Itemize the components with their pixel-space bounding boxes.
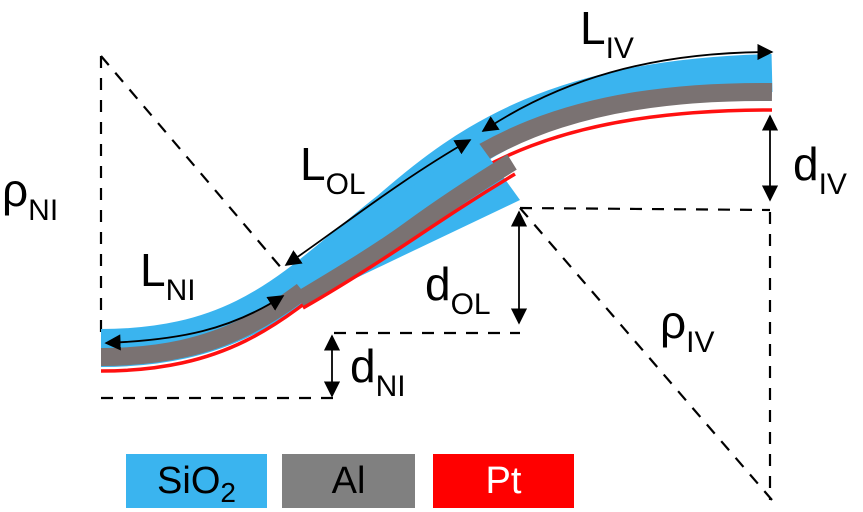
legend-pt: Pt	[433, 454, 574, 508]
legend-al: Al	[282, 454, 415, 508]
l-ni-label: LNI	[140, 244, 196, 307]
l-ol-label: LOL	[300, 138, 366, 201]
l-iv-label: LIV	[580, 2, 634, 65]
dimension-arrows	[104, 43, 779, 398]
legend-sio2: SiO2	[126, 454, 267, 508]
d-iv-label: dIV	[793, 138, 847, 201]
construction-lines	[99, 55, 773, 501]
d-ol-label: dOL	[425, 258, 491, 321]
rho-ni-label: ρNI	[2, 164, 58, 227]
legend-pt-label: Pt	[485, 459, 522, 502]
l-ni-arrow	[104, 295, 285, 351]
l-iv-arrow	[481, 43, 774, 132]
rho-iv-label: ρIV	[660, 296, 715, 359]
d-ni-label: dNI	[350, 340, 406, 403]
legend-al-label: Al	[331, 459, 366, 502]
legend-sio2-label: SiO2	[157, 459, 236, 508]
l-ol-arrow	[284, 139, 472, 266]
